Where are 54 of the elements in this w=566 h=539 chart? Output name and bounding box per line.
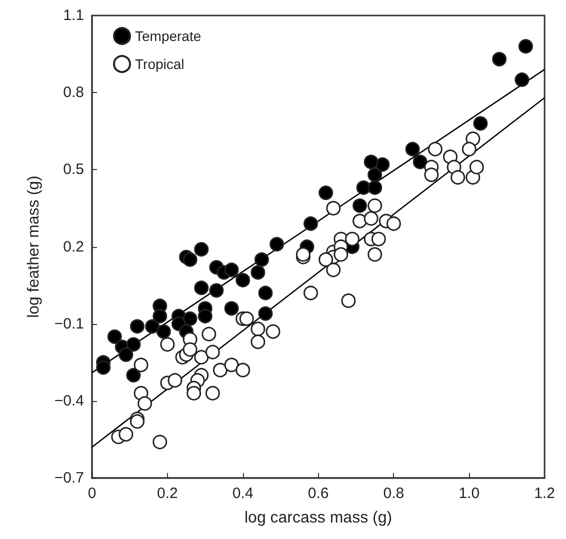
point: [258, 306, 273, 321]
point: [352, 198, 368, 213]
point: [126, 337, 141, 352]
point: [145, 319, 160, 334]
y-tick-label: −0.4: [54, 392, 84, 410]
point: [209, 283, 224, 298]
point: [375, 157, 390, 172]
point: [412, 154, 428, 170]
x-tick-label: 1.0: [458, 485, 480, 502]
point: [318, 186, 334, 200]
point: [254, 252, 269, 267]
point: [194, 242, 209, 257]
point: [152, 308, 168, 324]
x-tick-label: 0.2: [157, 485, 178, 502]
y-tick-label: 0.5: [63, 161, 84, 178]
point: [224, 262, 239, 278]
point: [492, 52, 507, 66]
point: [473, 116, 488, 131]
point: [156, 324, 171, 339]
point: [126, 368, 141, 382]
point: [224, 301, 239, 316]
y-axis-title: log feather mass (g): [26, 176, 42, 318]
y-tick-label: 0.2: [63, 238, 84, 256]
x-axis-title: log carcass mass (g): [244, 510, 392, 526]
x-tick-label: 0.8: [383, 485, 404, 502]
point: [182, 311, 198, 326]
y-tick-label: −0.1: [54, 315, 84, 332]
y-tick-label: 0.8: [63, 84, 84, 102]
point: [405, 142, 420, 156]
point: [250, 265, 266, 280]
point: [236, 272, 250, 288]
point: [96, 360, 111, 375]
point: [182, 252, 198, 267]
point: [514, 72, 530, 87]
point: [258, 286, 273, 300]
point: [198, 308, 212, 324]
x-tick-label: 1.2: [534, 485, 556, 502]
y-tick-label: −0.7: [54, 470, 84, 486]
legend-label: Tropical: [135, 56, 184, 72]
point: [304, 216, 318, 231]
legend-label: Temperate: [135, 28, 202, 44]
point: [130, 319, 145, 334]
point: [118, 347, 134, 362]
point: [270, 236, 284, 252]
point: [518, 39, 533, 54]
x-tick-label: 0: [88, 485, 96, 502]
x-tick-label: 0.4: [232, 485, 254, 502]
y-tick-label: 1.1: [63, 7, 84, 24]
point: [194, 280, 209, 296]
point: [364, 154, 378, 170]
point: [107, 329, 122, 344]
x-tick-label: 0.6: [308, 485, 329, 502]
point: [368, 180, 382, 195]
point: [368, 168, 382, 182]
